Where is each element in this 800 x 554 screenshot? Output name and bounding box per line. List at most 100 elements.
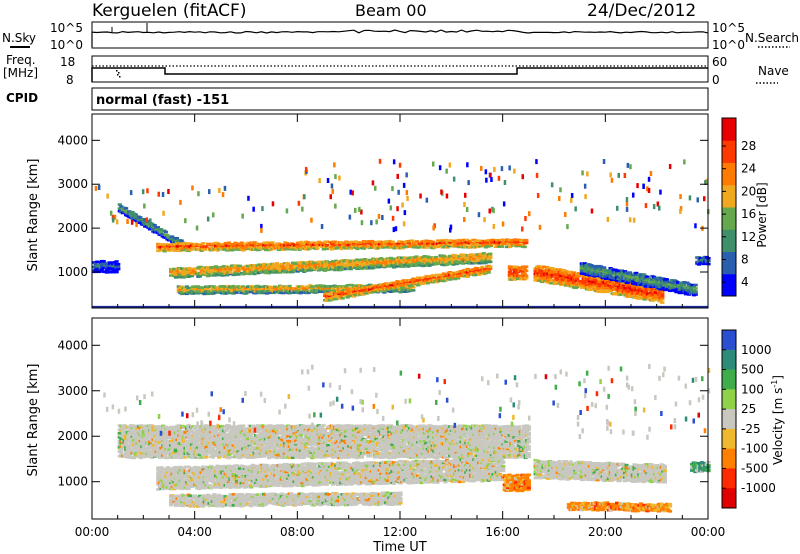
heatmap-cell: [209, 274, 214, 277]
heatmap-cell: [306, 291, 311, 294]
heatmap-cell: [93, 268, 98, 271]
heatmap-cell: [244, 449, 249, 452]
heatmap-cell: [648, 281, 653, 284]
heatmap-cell: [249, 433, 254, 437]
heatmap-cell: [524, 274, 529, 278]
scatter-cell: [705, 178, 709, 184]
heatmap-cell: [636, 292, 641, 295]
heatmap-cell: [138, 221, 143, 225]
heatmap-cell: [225, 273, 230, 277]
heatmap-cell: [605, 272, 610, 275]
heatmap-cell: [223, 448, 228, 452]
heatmap-cell: [337, 265, 342, 269]
heatmap-cell: [281, 248, 286, 251]
nsearch-tick-bottom: 10^0: [712, 38, 745, 52]
heatmap-cell: [271, 247, 277, 251]
heatmap-cell: [422, 242, 428, 245]
heatmap-cell: [687, 290, 692, 293]
heatmap-cell: [685, 291, 690, 295]
heatmap-cell: [135, 427, 140, 431]
scatter-cell: [632, 217, 636, 223]
heatmap-cell: [675, 281, 681, 284]
heatmap-cell: [658, 300, 663, 303]
scatter-cell: [208, 189, 211, 195]
heatmap-cell: [352, 242, 357, 246]
heatmap-cell: [551, 267, 556, 270]
heatmap-cell: [664, 278, 669, 281]
heatmap-cell: [173, 448, 178, 452]
heatmap-cell: [177, 429, 182, 432]
heatmap-cell: [401, 286, 406, 289]
heatmap-cell: [321, 241, 326, 245]
heatmap-cell: [252, 272, 257, 276]
heatmap-cell: [124, 441, 129, 445]
heatmap-cell: [249, 290, 254, 294]
scatter-cell: [642, 184, 645, 189]
heatmap-cell: [233, 443, 238, 446]
heatmap-cell: [230, 248, 235, 252]
scatter-cell: [371, 180, 375, 186]
heatmap-cell: [469, 253, 474, 256]
heatmap-cell: [151, 444, 156, 447]
heatmap-cell: [615, 288, 620, 291]
scatter-cell: [581, 170, 584, 176]
heatmap-cell: [600, 269, 605, 273]
heatmap-cell: [597, 280, 602, 284]
scatter-cell: [161, 192, 165, 197]
heatmap-cell: [464, 238, 469, 242]
heatmap-cell: [467, 239, 473, 243]
heatmap-cell: [692, 285, 697, 289]
heatmap-cell: [483, 261, 488, 265]
heatmap-cell: [511, 272, 516, 276]
heatmap-cell: [149, 434, 154, 437]
power-ylabel: Slant Range [km]: [26, 159, 41, 272]
heatmap-cell: [642, 273, 647, 276]
heatmap-cell: [628, 290, 633, 293]
heatmap-cell: [193, 271, 198, 274]
heatmap-cell: [170, 272, 175, 276]
heatmap-cell: [334, 294, 339, 298]
heatmap-cell: [340, 296, 345, 300]
heatmap-cell: [365, 242, 370, 245]
heatmap-cell: [180, 433, 185, 437]
heatmap-cell: [462, 273, 467, 276]
scatter-cell: [389, 205, 392, 211]
scatter-cell: [397, 189, 400, 195]
scatter-cell: [304, 166, 308, 172]
heatmap-cell: [149, 456, 154, 459]
heatmap-cell: [327, 294, 332, 297]
heatmap-cell: [483, 254, 488, 258]
heatmap-cell: [289, 264, 294, 267]
scatter-cell: [629, 164, 632, 170]
scatter-cell: [484, 169, 488, 175]
heatmap-cell: [488, 260, 493, 264]
heatmap-cell: [284, 265, 289, 268]
scatter-cell: [448, 162, 452, 168]
heatmap-cell: [162, 245, 167, 248]
heatmap-cell: [236, 269, 241, 272]
heatmap-cell: [165, 234, 170, 237]
scatter-cell: [113, 214, 117, 220]
scatter-cell: [133, 212, 137, 218]
scatter-cell: [623, 173, 627, 178]
scatter-cell: [449, 227, 452, 233]
heatmap-cell: [188, 451, 193, 454]
heatmap-cell: [311, 261, 316, 265]
scatter-cell: [679, 208, 682, 214]
heatmap-cell: [651, 278, 657, 281]
heatmap-cell: [117, 203, 122, 206]
heatmap-cell: [666, 280, 671, 284]
heatmap-cell: [420, 256, 426, 260]
heatmap-cell: [382, 264, 387, 267]
heatmap-cell: [400, 246, 405, 250]
heatmap-cell: [178, 430, 183, 434]
cpid-label: CPID: [6, 91, 38, 105]
heatmap-cell: [252, 241, 257, 244]
station-title: Kerguelen (fitACF): [92, 1, 246, 21]
heatmap-cell: [119, 451, 124, 455]
scatter-cell: [558, 196, 561, 201]
scatter-cell: [488, 208, 491, 214]
scatter-cell: [162, 210, 165, 216]
scatter-cell: [191, 185, 194, 191]
